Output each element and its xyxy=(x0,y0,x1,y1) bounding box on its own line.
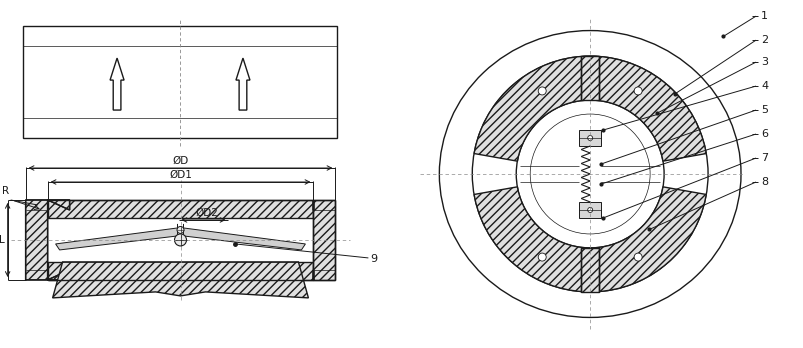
Polygon shape xyxy=(474,187,705,292)
Text: ØD2: ØD2 xyxy=(195,208,218,218)
Polygon shape xyxy=(55,224,177,250)
Text: 7: 7 xyxy=(760,153,767,163)
Polygon shape xyxy=(474,56,705,161)
Polygon shape xyxy=(26,200,70,280)
Circle shape xyxy=(587,207,592,213)
Polygon shape xyxy=(47,200,313,218)
Text: 9: 9 xyxy=(370,254,377,264)
Bar xyxy=(22,26,337,138)
Polygon shape xyxy=(183,224,305,250)
Polygon shape xyxy=(52,262,308,298)
Circle shape xyxy=(174,234,186,246)
Circle shape xyxy=(537,87,545,95)
Circle shape xyxy=(177,227,184,234)
Text: 4: 4 xyxy=(760,81,767,91)
Polygon shape xyxy=(581,56,598,100)
Text: 3: 3 xyxy=(760,57,767,67)
Circle shape xyxy=(634,87,642,95)
Text: 6: 6 xyxy=(760,129,767,139)
Polygon shape xyxy=(235,58,250,110)
Circle shape xyxy=(587,135,592,141)
Text: L: L xyxy=(0,235,5,245)
Polygon shape xyxy=(47,262,313,280)
Polygon shape xyxy=(581,248,598,292)
Text: ØD1: ØD1 xyxy=(169,170,192,180)
Text: 5: 5 xyxy=(760,105,767,115)
Text: 2: 2 xyxy=(760,35,767,45)
Polygon shape xyxy=(110,58,124,110)
Bar xyxy=(578,130,601,146)
Circle shape xyxy=(537,253,545,261)
Text: ØD: ØD xyxy=(172,156,189,166)
Polygon shape xyxy=(313,200,335,280)
Text: R: R xyxy=(2,186,9,196)
Circle shape xyxy=(634,253,642,261)
Text: 8: 8 xyxy=(760,177,767,187)
Bar xyxy=(578,202,601,218)
Text: 1: 1 xyxy=(760,11,767,21)
